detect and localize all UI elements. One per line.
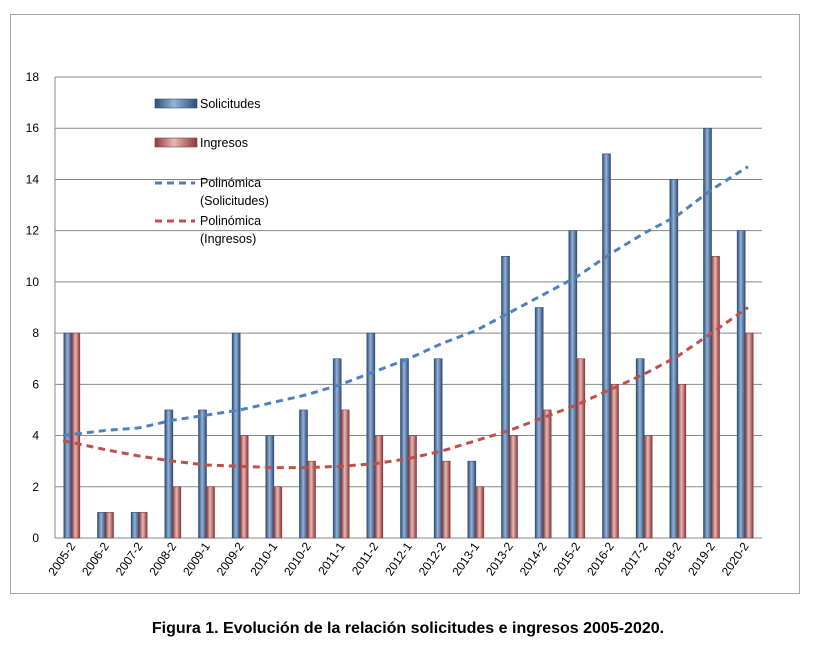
y-tick-label: 8 (32, 326, 39, 340)
legend-label-line: (Ingresos) (200, 232, 256, 246)
x-tick-label: 2012-2 (416, 539, 449, 578)
bar-solicitudes-2011-2 (366, 332, 376, 539)
y-tick-label: 18 (26, 70, 40, 84)
bar-solicitudes-2010-1 (265, 435, 275, 539)
legend-label-line: (Solicitudes) (200, 194, 269, 208)
x-tick-label: 2013-1 (449, 539, 482, 578)
bar-ingresos-2005-2 (71, 332, 81, 539)
bar-ingresos-2019-2 (711, 255, 720, 539)
bar-ingresos-2011-1 (340, 409, 350, 539)
bar-ingresos-2010-2 (307, 460, 316, 539)
y-tick-label: 16 (26, 121, 40, 135)
y-tick-label: 14 (26, 172, 40, 186)
bar-ingresos-2010-1 (273, 486, 283, 539)
bar-solicitudes-2009-1 (198, 409, 207, 539)
legend-label-line: Polinómica (200, 176, 261, 190)
figure-caption: Figura 1. Evolución de la relación solic… (151, 620, 665, 637)
bar-solicitudes-2014-2 (534, 307, 544, 539)
bar-solicitudes-2006-2 (97, 512, 106, 539)
bar-ingresos-2016-2 (610, 384, 619, 539)
legend-swatch-ingresos (154, 137, 198, 148)
trendline-solicitudes (62, 165, 749, 438)
y-tick-label: 2 (32, 480, 39, 494)
x-tick-label: 2013-2 (483, 539, 516, 578)
trendline-ingresos (62, 306, 749, 470)
x-tick-label: 2011-1 (315, 539, 348, 577)
bar-ingresos-2009-2 (239, 435, 249, 539)
bar-solicitudes-2007-2 (130, 512, 140, 539)
bar-ingresos-2012-1 (408, 435, 417, 539)
x-tick-label: 2008-2 (146, 539, 179, 578)
x-tick-label: 2018-2 (651, 539, 684, 578)
bar-solicitudes-2012-1 (400, 358, 409, 539)
x-tick-label: 2012-1 (382, 539, 415, 578)
x-tick-label: 2010-2 (281, 539, 314, 578)
bar-ingresos-2015-2 (576, 358, 586, 539)
bar-ingresos-2006-2 (105, 512, 114, 539)
x-tick-label: 2006-2 (79, 539, 112, 578)
legend-label-solicitudes: Solicitudes (200, 97, 260, 111)
x-tick-label: 2009-2 (214, 539, 247, 578)
legend-swatch-solicitudes (154, 98, 198, 109)
bar-ingresos-2012-2 (441, 460, 451, 539)
y-tick-label: 6 (32, 377, 39, 391)
bar-ingresos-2014-2 (542, 409, 552, 539)
x-tick-label: 2011-2 (349, 539, 382, 577)
legend-label-trend-ingresos: Polinómica (Ingresos) (200, 214, 261, 246)
bar-ingresos-2007-2 (138, 512, 148, 539)
bar-ingresos-2009-1 (206, 486, 215, 539)
x-tick-label: 2017-2 (618, 539, 651, 578)
x-tick-label: 2007-2 (113, 539, 146, 578)
legend-label-ingresos: Ingresos (200, 136, 248, 150)
bar-solicitudes-2017-2 (635, 358, 645, 539)
bar-solicitudes-2013-1 (467, 460, 477, 539)
bar-ingresos-2011-2 (374, 435, 384, 539)
x-tick-label: 2005-2 (45, 539, 78, 578)
x-tick-label: 2014-2 (517, 539, 550, 578)
legend-label-line: Polinómica (200, 214, 261, 228)
bar-solicitudes-2008-2 (164, 409, 174, 539)
y-tick-label: 0 (32, 531, 39, 545)
x-tick-label: 2020-2 (719, 539, 752, 578)
y-tick-label: 10 (26, 275, 40, 289)
bar-ingresos-2017-2 (643, 435, 653, 539)
y-tick-label: 4 (32, 429, 39, 443)
x-tick-label: 2015-2 (550, 539, 583, 578)
bar-solicitudes-2020-2 (736, 230, 746, 539)
x-tick-label: 2016-2 (584, 539, 617, 578)
x-tick-label: 2019-2 (685, 539, 718, 578)
y-tick-label: 12 (26, 224, 40, 238)
bar-ingresos-2018-2 (677, 384, 687, 539)
bar-ingresos-2013-1 (475, 486, 485, 539)
legend-label-trend-solicitudes: Polinómica (Solicitudes) (200, 176, 269, 208)
bar-solicitudes-2016-2 (602, 153, 611, 539)
bar-ingresos-2013-2 (509, 435, 518, 539)
bar-ingresos-2020-2 (744, 332, 754, 539)
bar-solicitudes-2010-2 (299, 409, 308, 539)
bar-solicitudes-2013-2 (501, 255, 510, 539)
bar-ingresos-2008-2 (172, 486, 182, 539)
bar-solicitudes-2012-2 (433, 358, 443, 539)
x-tick-label: 2009-1 (180, 539, 213, 578)
bar-solicitudes-2009-2 (231, 332, 241, 539)
x-tick-label: 2010-1 (247, 539, 280, 578)
